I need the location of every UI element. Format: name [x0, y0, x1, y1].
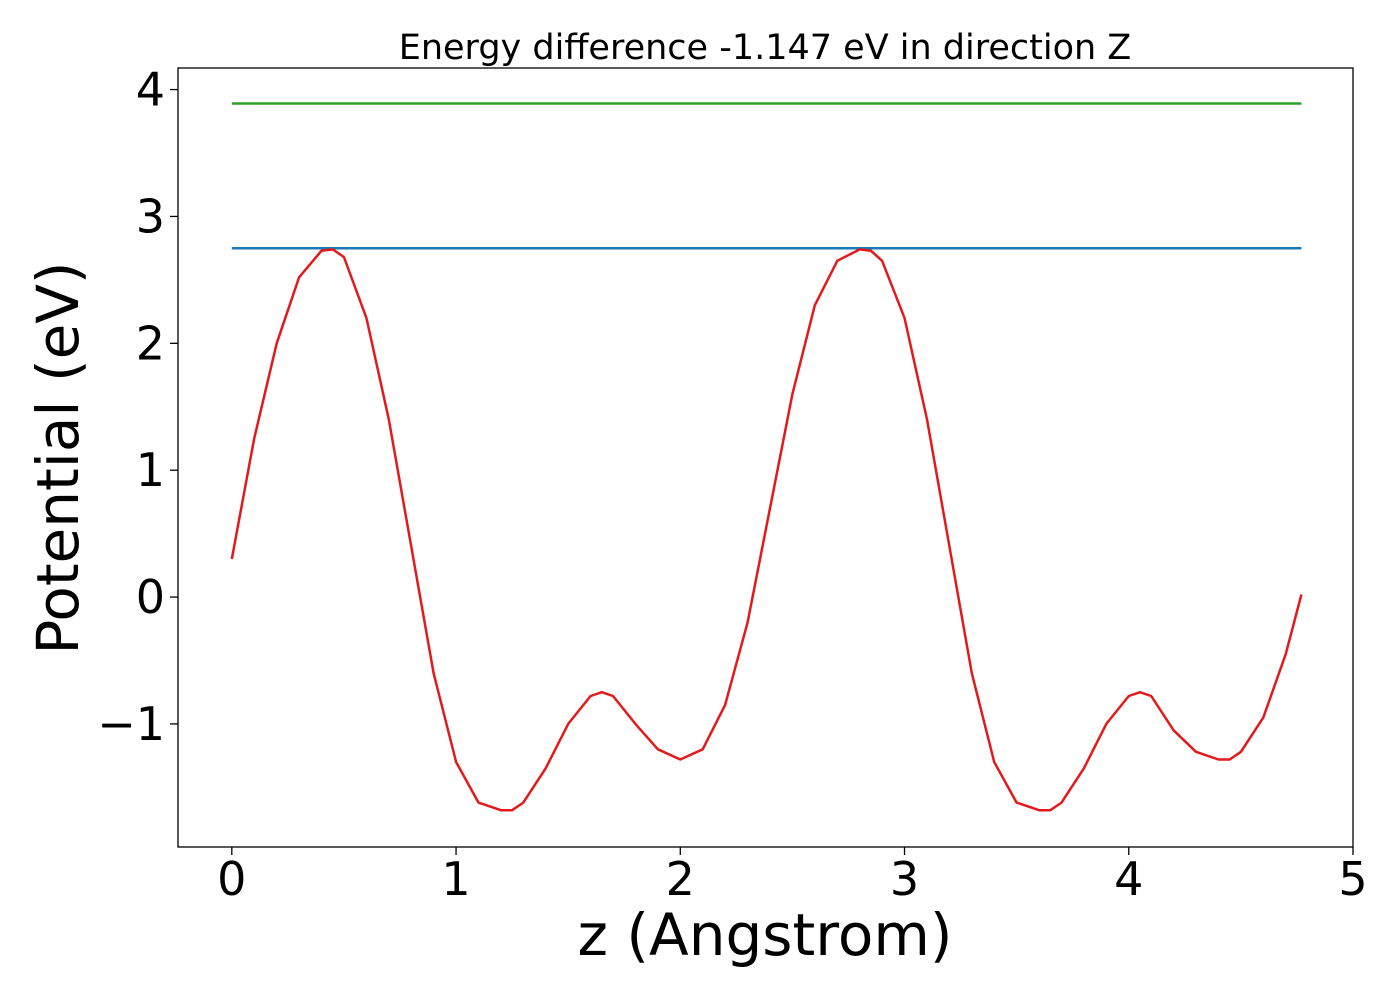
y-tick-label: 3 — [136, 189, 165, 243]
y-axis-label: Potential (eV) — [24, 261, 92, 654]
x-axis-label: z (Angstrom) — [578, 901, 953, 969]
plot-area-frame — [177, 67, 1354, 848]
y-tick-label: 2 — [136, 316, 165, 370]
x-tick-label: 1 — [441, 852, 470, 906]
x-tick-label: 5 — [1338, 852, 1367, 906]
y-tick-label: 1 — [136, 443, 165, 497]
ticks-layer: 0 1 2 3 4 5 −1 0 1 2 3 4 — [97, 63, 1367, 906]
x-tick-label: 2 — [666, 852, 695, 906]
series-line-2 — [230, 248, 1303, 812]
y-tick-label: 0 — [136, 570, 165, 624]
x-tick-label: 0 — [217, 852, 246, 906]
chart-title: Energy difference -1.147 eV in direction… — [399, 28, 1132, 68]
x-tick-label: 4 — [1114, 852, 1143, 906]
y-tick-label: −1 — [97, 697, 165, 751]
x-tick-label: 3 — [890, 852, 919, 906]
series-layer — [230, 102, 1303, 812]
y-tick-label: 4 — [136, 63, 165, 117]
